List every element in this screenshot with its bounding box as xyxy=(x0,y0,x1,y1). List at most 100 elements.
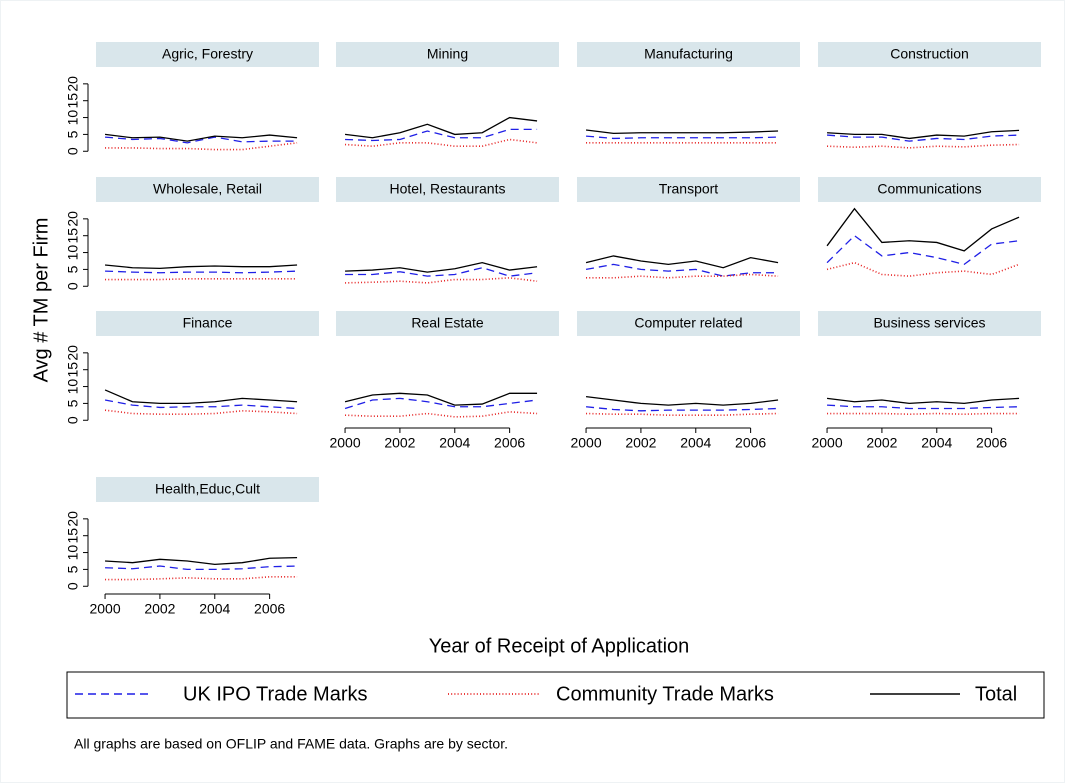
series-line xyxy=(826,397,1020,405)
y-tick-label: 10 xyxy=(65,110,81,126)
series-line xyxy=(344,116,538,139)
x-tick-label: 2004 xyxy=(921,435,952,451)
series-line xyxy=(345,138,538,148)
legend-label: UK IPO Trade Marks xyxy=(183,683,368,705)
panel-title: Computer related xyxy=(634,315,742,331)
panel-strip xyxy=(96,177,319,202)
y-tick-label: 5 xyxy=(65,399,81,407)
panel-strip xyxy=(336,311,559,336)
panel-title: Business services xyxy=(873,315,985,331)
series-line xyxy=(826,234,1020,266)
x-tick-label: 2000 xyxy=(89,601,120,617)
panel-strip xyxy=(336,177,559,202)
x-tick-label: 2000 xyxy=(811,435,842,451)
panel-title: Agric, Forestry xyxy=(162,46,253,62)
series-line xyxy=(585,263,779,277)
x-tick-label: 2002 xyxy=(625,435,656,451)
legend-box xyxy=(66,671,1045,719)
series-line xyxy=(826,261,1020,277)
series-line xyxy=(104,389,298,405)
x-tick-label: 2006 xyxy=(254,601,285,617)
y-tick-label: 15 xyxy=(65,362,81,378)
series-line xyxy=(827,143,1020,149)
x-tick-label: 2004 xyxy=(680,435,711,451)
y-tick-label: 15 xyxy=(65,528,81,544)
panel-strip xyxy=(818,177,1041,202)
series-line xyxy=(105,556,298,566)
series-line xyxy=(105,270,298,274)
panel-title: Health,Educ,Cult xyxy=(155,481,260,497)
series-line xyxy=(585,255,779,269)
panel-title: Mining xyxy=(427,46,468,62)
series-line xyxy=(586,412,779,417)
panel-strip xyxy=(577,42,800,67)
series-line xyxy=(345,277,538,284)
series-line xyxy=(345,411,538,418)
x-tick-label: 2006 xyxy=(735,435,766,451)
y-tick-label: 5 xyxy=(65,565,81,573)
series-line xyxy=(104,133,298,142)
panel-strip xyxy=(577,177,800,202)
y-tick-label: 0 xyxy=(65,582,81,590)
y-tick-label: 0 xyxy=(65,147,81,155)
panel-title: Manufacturing xyxy=(644,46,733,62)
y-tick-label: 0 xyxy=(65,282,81,290)
y-tick-label: 15 xyxy=(65,93,81,109)
panel-title: Transport xyxy=(659,181,719,197)
panel-title: Wholesale, Retail xyxy=(153,181,262,197)
panel-title: Communications xyxy=(877,181,981,197)
y-tick-label: 20 xyxy=(65,345,81,361)
series-line xyxy=(105,565,298,571)
x-tick-label: 2000 xyxy=(570,435,601,451)
series-line xyxy=(827,412,1020,415)
panel-strip xyxy=(96,42,319,67)
panel-strip xyxy=(96,311,319,336)
x-tick-label: 2000 xyxy=(329,435,360,451)
series-line xyxy=(585,135,779,140)
x-tick-label: 2002 xyxy=(144,601,175,617)
series-line xyxy=(585,129,779,135)
series-line xyxy=(826,207,1020,252)
series-line xyxy=(105,576,298,581)
series-line xyxy=(104,264,298,270)
series-line xyxy=(104,409,298,415)
series-line xyxy=(827,404,1020,410)
y-axis-title: Avg # TM per Firm xyxy=(30,218,52,383)
x-tick-label: 2006 xyxy=(494,435,525,451)
y-tick-label: 15 xyxy=(65,228,81,244)
y-tick-label: 20 xyxy=(65,511,81,527)
panel-strip xyxy=(818,311,1041,336)
x-tick-label: 2002 xyxy=(866,435,897,451)
x-axis-title: Year of Receipt of Application xyxy=(429,635,690,657)
series-line xyxy=(585,406,779,412)
series-line xyxy=(105,142,298,151)
series-line xyxy=(344,392,538,406)
panel-strip xyxy=(818,42,1041,67)
x-tick-label: 2004 xyxy=(439,435,470,451)
panel-title: Hotel, Restaurants xyxy=(390,181,506,197)
x-tick-label: 2004 xyxy=(199,601,230,617)
panel-strip xyxy=(96,477,319,502)
series-line xyxy=(104,399,298,410)
panel-title: Real Estate xyxy=(411,315,484,331)
legend-label: Community Trade Marks xyxy=(556,683,774,705)
series-line xyxy=(105,278,298,281)
series-line xyxy=(345,128,538,142)
y-tick-label: 10 xyxy=(65,545,81,561)
y-tick-label: 5 xyxy=(65,130,81,138)
y-tick-label: 20 xyxy=(65,76,81,92)
x-tick-label: 2006 xyxy=(976,435,1007,451)
series-line xyxy=(344,397,538,410)
y-tick-label: 0 xyxy=(65,416,81,424)
note: All graphs are based on OFLIP and FAME d… xyxy=(74,736,508,752)
panel-title: Construction xyxy=(890,46,969,62)
series-line xyxy=(345,267,538,277)
y-tick-label: 5 xyxy=(65,265,81,273)
y-tick-label: 10 xyxy=(65,245,81,261)
panel-strip xyxy=(336,42,559,67)
y-tick-label: 10 xyxy=(65,379,81,395)
x-tick-label: 2002 xyxy=(384,435,415,451)
panel-strip xyxy=(577,311,800,336)
series-line xyxy=(104,136,298,144)
